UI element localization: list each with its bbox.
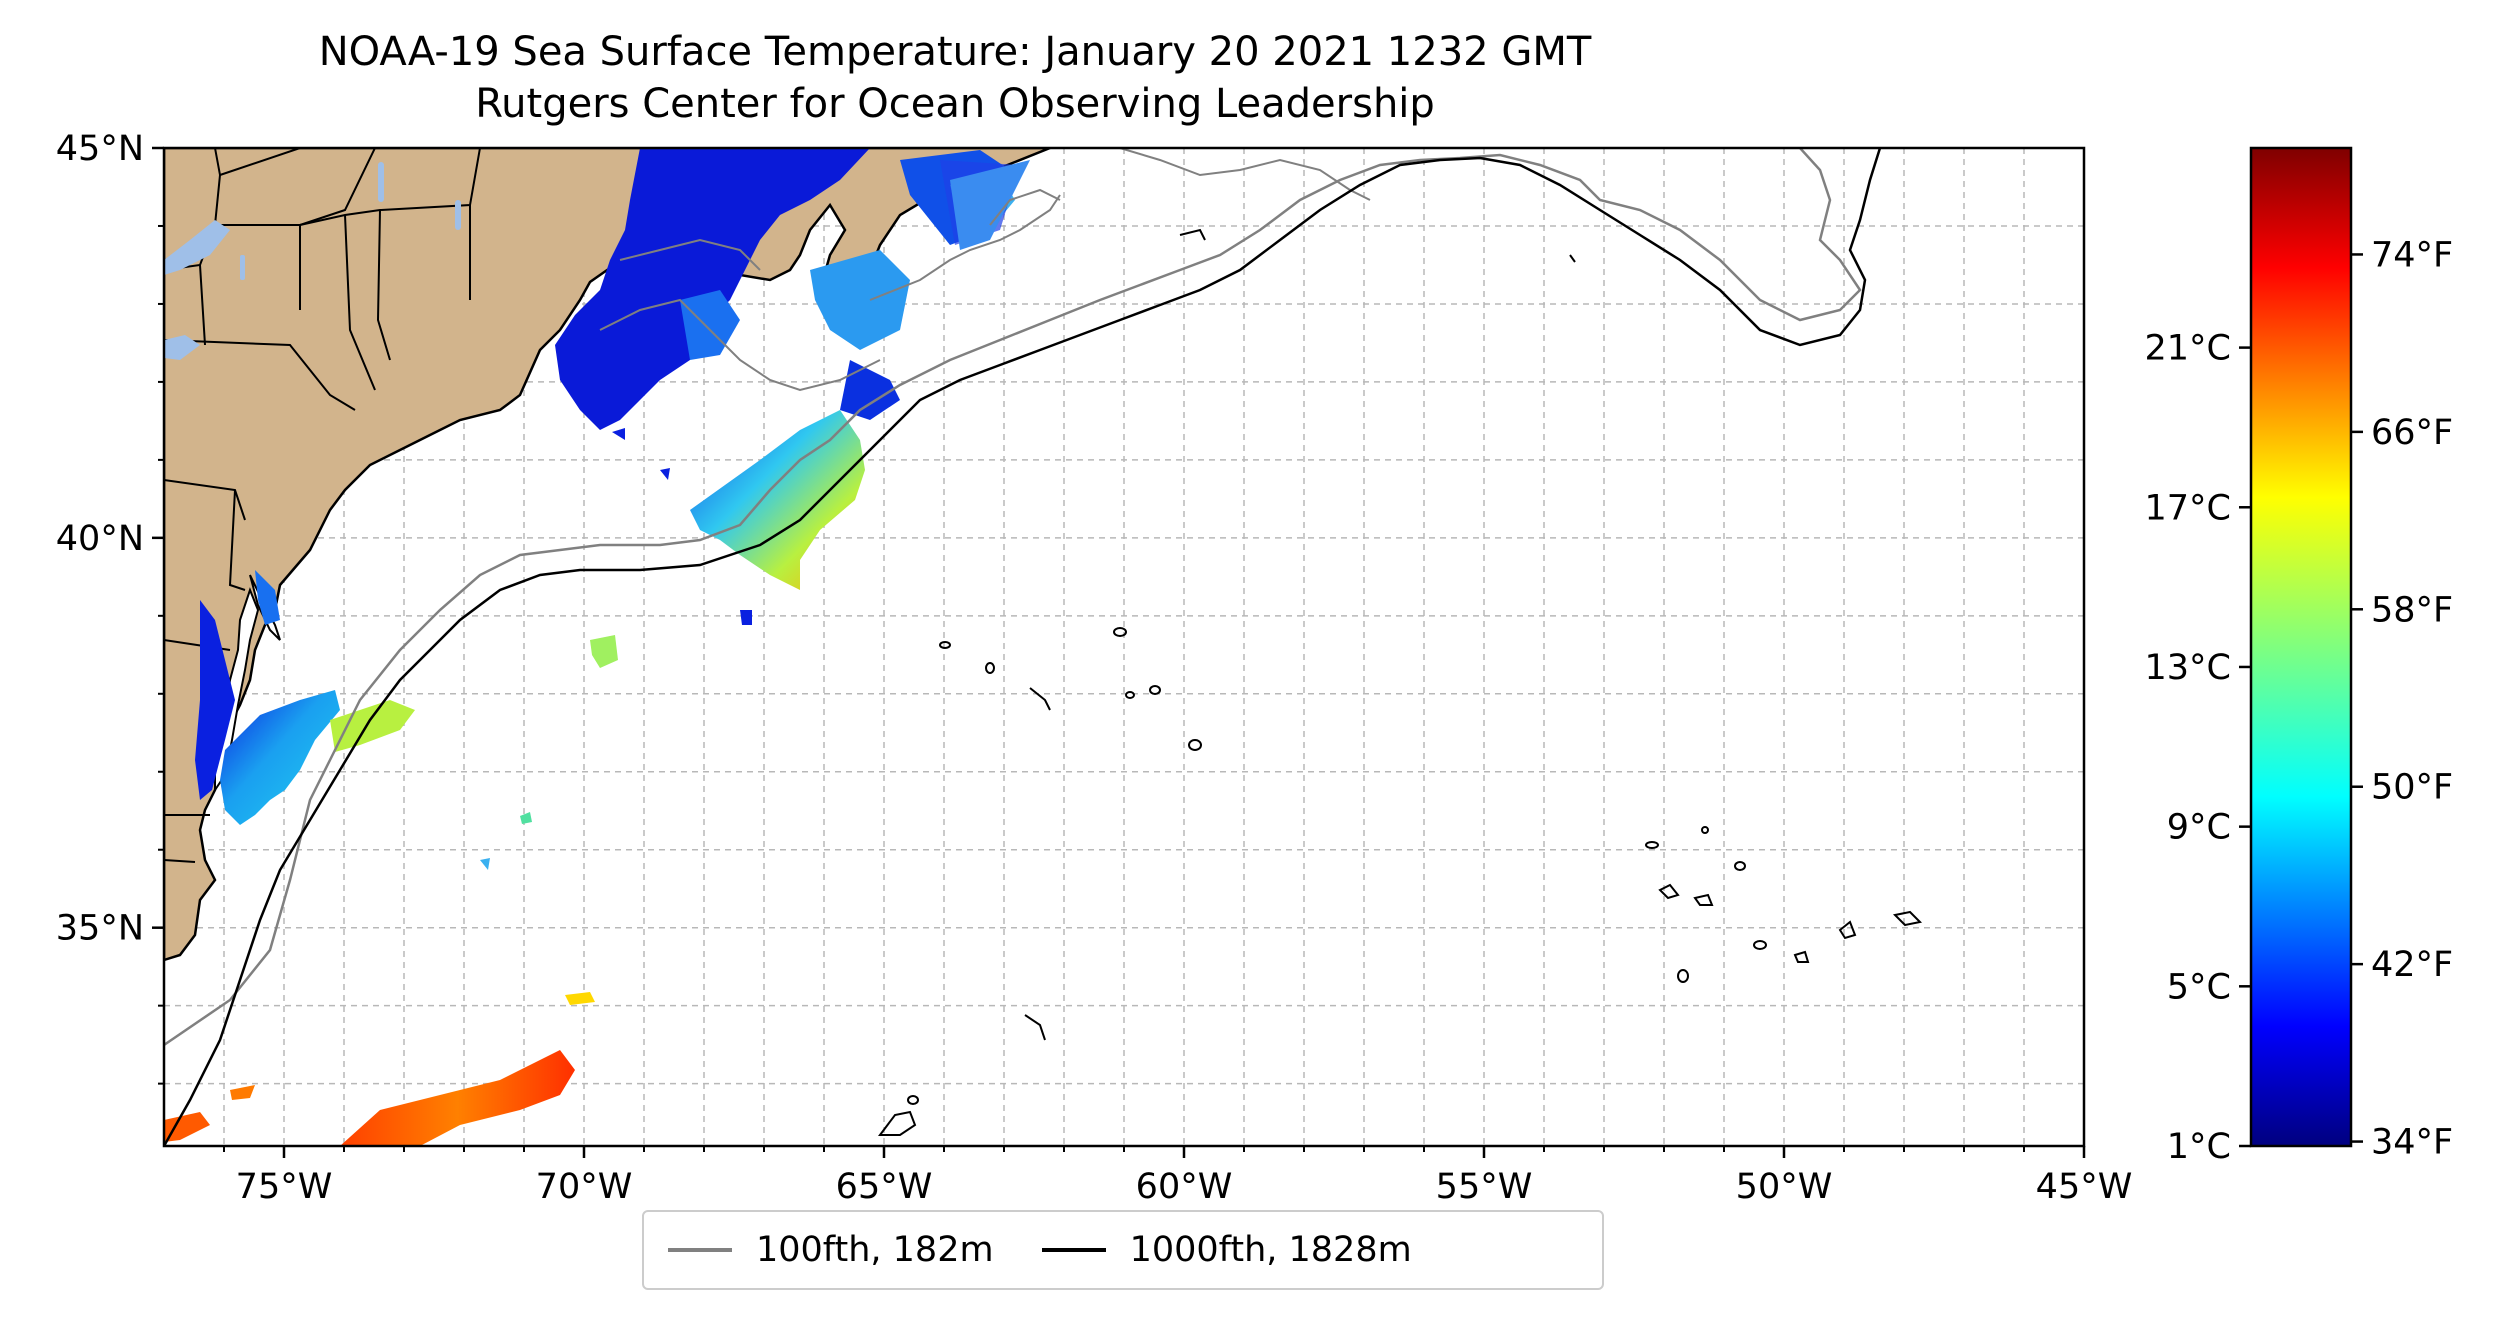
legend-item-100fth: 100fth, 182m	[668, 1230, 994, 1270]
map-axes: 75°W 70°W 65°W 60°W 55°W 50°W 45°W 45°N 40°N 35°N	[56, 129, 2133, 1207]
colorbar-c-label: 21°C	[2145, 329, 2231, 369]
y-tick-label: 45°N	[56, 129, 144, 169]
colorbar-labels: 74°F 66°F 58°F 50°F 42°F 34°F 21°C 17°C 13°C 9°C 5…	[2145, 235, 2454, 1167]
colorbar-c-label: 13°C	[2145, 648, 2231, 688]
isobath-1000fth	[164, 148, 1882, 1146]
colorbar-f-label: 50°F	[2371, 768, 2453, 808]
x-tick-label: 65°W	[836, 1167, 933, 1207]
x-tick-label: 55°W	[1436, 1167, 1533, 1207]
colorbar-f-label: 42°F	[2371, 945, 2453, 985]
legend-label-1000fth: 1000fth, 1828m	[1129, 1230, 1412, 1270]
map-subtitle: Rutgers Center for Ocean Observing Leade…	[475, 81, 1435, 127]
colorbar-c-label: 1°C	[2167, 1127, 2231, 1167]
sst-patches	[164, 148, 1030, 1146]
x-tick-label: 70°W	[536, 1167, 633, 1207]
lakes	[164, 162, 461, 360]
legend-line-black	[1041, 1248, 1106, 1252]
colorbar-f-label: 34°F	[2371, 1123, 2453, 1163]
x-tick-label: 60°W	[1136, 1167, 1233, 1207]
x-tick-label: 50°W	[1736, 1167, 1833, 1207]
y-tick-label: 35°N	[56, 909, 144, 949]
colorbar	[2249, 146, 2353, 1148]
seamounts	[878, 228, 1923, 1136]
colorbar-c-label: 17°C	[2145, 488, 2231, 528]
chesapeake-bay	[214, 587, 260, 794]
legend-line-gray	[668, 1248, 732, 1252]
x-tick-label: 45°W	[2036, 1167, 2133, 1207]
colorbar-c-label: 9°C	[2167, 808, 2231, 848]
colorbar-f-label: 66°F	[2371, 413, 2453, 453]
legend-label-100fth: 100fth, 182m	[756, 1230, 994, 1270]
x-tick-label: 75°W	[236, 1167, 333, 1207]
map-title: NOAA-19 Sea Surface Temperature: January…	[318, 29, 1592, 75]
legend: 100fth, 182m 1000fth, 1828m	[642, 1210, 1604, 1290]
colorbar-f-label: 74°F	[2371, 235, 2453, 275]
colorbar-c-label: 5°C	[2167, 967, 2231, 1007]
colorbar-f-label: 58°F	[2371, 590, 2453, 630]
legend-item-1000fth: 1000fth, 1828m	[1041, 1230, 1412, 1270]
isobath-100fth	[164, 148, 1862, 1047]
y-tick-label: 40°N	[56, 519, 144, 559]
